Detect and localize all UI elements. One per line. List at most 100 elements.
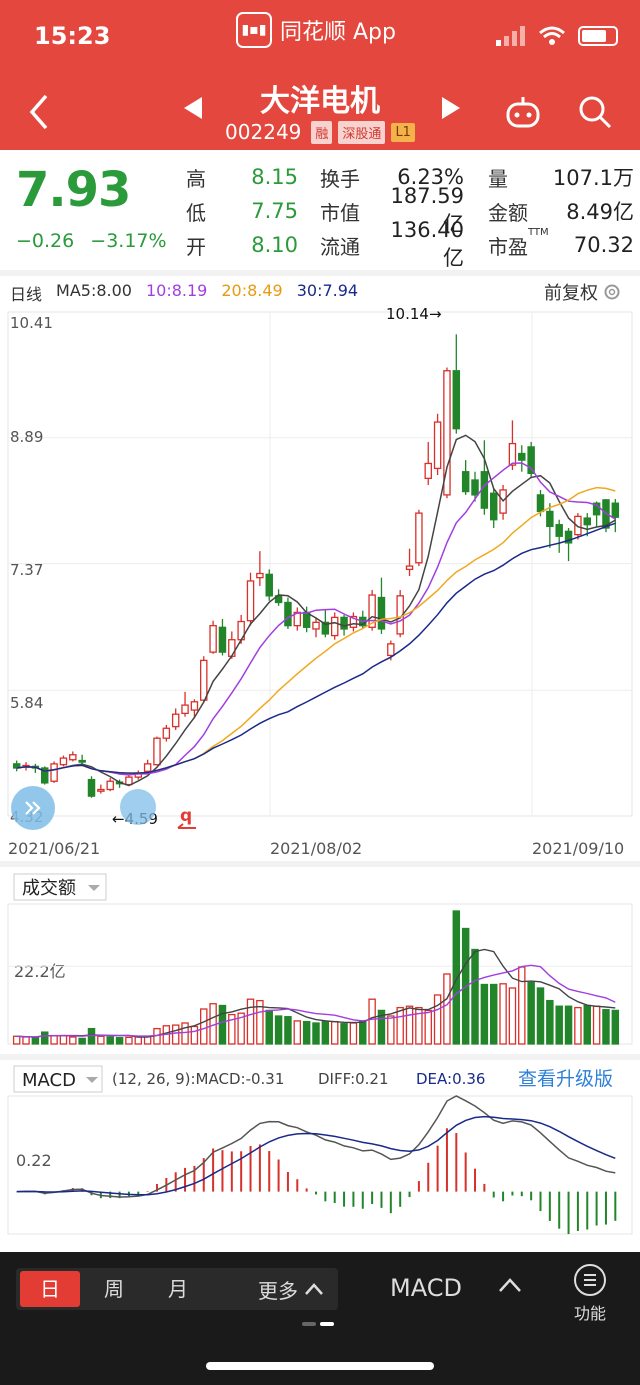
volume-bar [256,999,264,1045]
stat-label: 量 [488,166,508,191]
volume-bar [218,1004,227,1045]
volume-bar [536,987,545,1045]
stat-label: 低 [186,200,206,225]
macd-chart[interactable]: MACD (12, 26, 9):MACD:-0.31 DIFF:0.21 DE… [0,1060,640,1245]
volume-bar [349,1022,358,1045]
current-price: 7.93 [16,162,131,218]
tab-more[interactable]: 更多 [258,1275,324,1304]
candle [424,462,432,479]
candle [218,626,227,653]
chart-side-handle[interactable] [11,786,55,830]
volume-bar [115,1037,124,1045]
candle [181,704,189,715]
volume-bar [190,1025,199,1045]
header: 15:23 ▮▪▮ 同花顺 App 大洋电机 002249 融 深股通 [0,0,640,150]
divider [0,270,640,276]
candle [377,596,386,630]
ma-line [16,462,616,776]
app-badge[interactable]: ▮▪▮ 同花顺 App [236,12,396,48]
candle [228,639,236,657]
candle [415,512,423,564]
candle [171,713,180,728]
home-indicator [206,1362,434,1370]
indicator-selector[interactable]: MACD [390,1274,462,1302]
candle [200,659,208,701]
crosshair-dot[interactable] [120,789,156,825]
candle [405,565,414,571]
stat-label-text: 市盈 [488,234,528,259]
kline-chart[interactable]: 10.41 8.89 7.37 5.84 4.32 10.14→ ←4.59 q… [0,300,640,860]
macd-line [16,1095,616,1198]
volume-bar [41,1031,49,1045]
status-icons [496,26,618,46]
volume-selector-label: 成交额 [22,878,76,899]
x-date: 2021/06/21 [8,839,100,858]
volume-bar [489,983,498,1045]
chevron-up-icon[interactable] [498,1277,522,1293]
candle [508,442,517,466]
ma-legend: 日线 MA5:8.00 10:8.19 20:8.49 30:7.94 [10,281,635,305]
volume-bar [368,998,376,1045]
volume-bar [424,1009,432,1045]
stock-code: 002249 [225,120,302,144]
volume-bar [284,1016,292,1045]
candle [50,763,58,782]
volume-bar [443,973,451,1045]
app-logo-icon: ▮▪▮ [236,12,272,48]
page-dot [320,1322,334,1326]
candle [284,601,292,627]
ma5-label: MA5:8.00 [56,281,132,300]
y-tick: 5.84 [10,694,43,712]
macd-upgrade-link[interactable]: 查看升级版 [518,1068,613,1090]
volume-bar [200,1008,208,1045]
candle [592,502,601,516]
function-button[interactable]: 功能 [570,1264,610,1324]
tab-month[interactable]: 月 [168,1277,188,1301]
volume-bar [405,1005,414,1045]
volume-bar [518,966,526,1045]
candle [97,788,105,792]
volume-bar [508,987,517,1045]
candle [190,701,199,711]
candle [564,530,573,544]
search-icon[interactable] [578,95,612,129]
tab-week[interactable]: 周 [104,1277,124,1301]
stat-value: 136.40亿 [390,218,464,270]
back-icon[interactable] [24,92,54,132]
volume-bar [171,1024,180,1045]
adjust-label: 前复权 [544,283,598,304]
candle [209,625,217,653]
robot-icon[interactable] [505,95,541,129]
volume-bar [106,1036,114,1045]
volume-bar [321,1020,330,1045]
tab-day[interactable]: 日 [20,1271,80,1307]
next-stock-icon[interactable] [442,97,460,119]
volume-bar [78,1037,86,1045]
candle [583,517,591,526]
stat-label: 市值 [320,200,360,225]
volume-bar [265,1009,273,1045]
volume-bar [433,994,442,1045]
chevron-down-icon [86,1077,98,1083]
marker-arrow [177,823,196,829]
stat-value: 8.49亿 [566,200,634,224]
candle [518,452,526,461]
volume-bar [312,1022,320,1045]
ma10-label: 10:8.19 [145,281,208,300]
macd-selector[interactable] [13,1065,103,1093]
more-label: 更多 [258,1278,298,1303]
ma20-label: 20:8.49 [221,281,283,300]
period-tabs: 日 周 月 更多 [16,1268,338,1310]
volume-bar [22,1036,30,1045]
ma30-label: 30:7.94 [296,281,359,300]
bottom-toolbar: 日 周 月 更多 MACD 功能 [0,1252,640,1385]
macd-tick: 0.22 [16,1151,52,1170]
divider [0,861,640,867]
volume-chart[interactable]: 成交额 22.2亿 [0,868,640,1048]
stock-name: 大洋电机 [260,84,380,119]
volume-bar [415,1006,423,1045]
volume-ma-line [16,964,616,1038]
adjust-selector[interactable]: 前复权 [544,279,622,305]
candle [330,616,339,637]
prev-stock-icon[interactable] [184,97,202,119]
